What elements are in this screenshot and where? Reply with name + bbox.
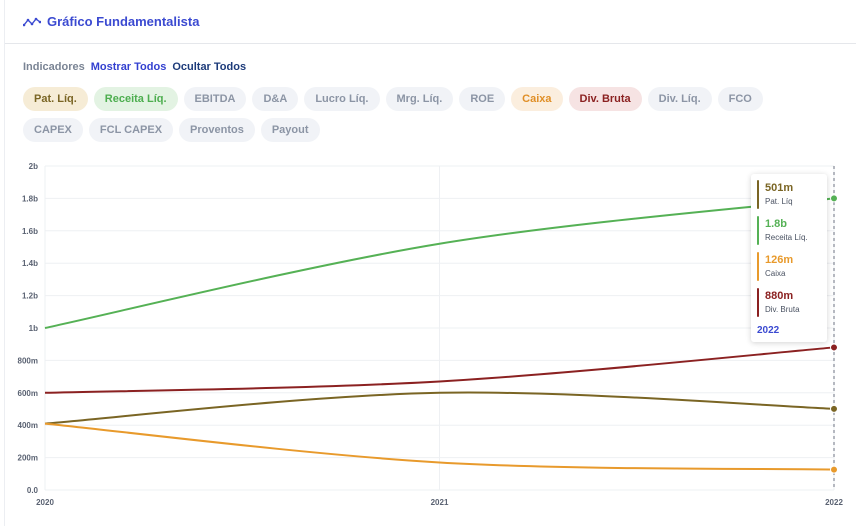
tooltip-item-caixa: 126m Caixa [757,252,823,281]
tooltip-value: 880m [765,290,794,302]
tooltip-color-bar [757,180,759,209]
chip-da[interactable]: D&A [252,87,299,111]
indicators-label: Indicadores [23,61,85,73]
chip-pat[interactable]: Pat. Líq. [23,87,88,111]
tooltip-value: 1.8b [765,218,788,230]
tooltip-item-pat: 501m Pat. Líq [757,180,823,209]
tooltip-value: 126m [765,254,794,266]
chip-ebitda[interactable]: EBITDA [183,87,247,111]
line-chart: 0.0 200m 400m 600m 800m 1b 1.2b 1.4b 1.6b 1.8b 2b 2… [18,162,844,507]
chip-payout[interactable]: Payout [260,118,320,142]
data-point-receita-liq [830,194,838,203]
y-tick-label: 2b [29,162,38,171]
tooltip-series-name: Div. Bruta [765,305,800,314]
indicator-chips: Pat. Líq. Receita Líq. EBITDA D&A Lucro Líq.… [23,87,823,142]
series-line-receita-liq [44,197,835,329]
tooltip-item-receita: 1.8b Receita Líq. [757,216,823,245]
tooltip-series-name: Caixa [765,269,786,278]
tooltip-value: 501m [765,182,794,194]
y-tick-label: 1.6b [22,227,38,236]
chip-div-bruta[interactable]: Div. Bruta [568,87,642,111]
chart-tooltip: 2022 501m Pat. Líq 1.8b Receita Líq. 126m Cai… [751,174,827,342]
data-point-div-bruta [830,343,838,352]
chip-roe[interactable]: ROE [459,87,506,111]
data-point-caixa [830,465,838,474]
hide-all-button[interactable]: Ocultar Todos [172,61,247,73]
line-chart-icon [23,17,41,26]
x-tick-label: 2021 [431,498,449,507]
y-tick-label: 400m [18,421,38,430]
y-tick-label: 1.4b [22,259,38,268]
series-line-div-bruta [44,346,835,394]
chip-fcl-capex[interactable]: FCL CAPEX [88,118,174,142]
series-line-caixa [44,422,835,471]
show-all-button[interactable]: Mostrar Todos [90,61,167,73]
y-tick-label: 200m [18,454,38,463]
chip-rec[interactable]: Receita Líq. [93,87,178,111]
chip-div-liq[interactable]: Div. Líq. [647,87,712,111]
chip-mrg[interactable]: Mrg. Líq. [385,87,454,111]
chip-proventos[interactable]: Proventos [179,118,255,142]
chip-lucro[interactable]: Lucro Líq. [304,87,380,111]
chip-fco[interactable]: FCO [717,87,763,111]
x-tick-label: 2022 [825,498,843,507]
y-tick-label: 1b [29,324,38,333]
y-tick-label: 800m [18,356,38,365]
tooltip-series-name: Receita Líq. [765,233,808,242]
data-point-pat-liq [830,404,838,413]
tooltip-series-name: Pat. Líq [765,197,793,206]
series-line-pat-liq [44,391,835,425]
indicators-toolbar: Indicadores Mostrar Todos Ocultar Todos [23,61,246,73]
tooltip-color-bar [757,288,759,317]
y-tick-label: 1.8b [22,194,38,203]
tooltip-color-bar [757,216,759,245]
chip-caixa[interactable]: Caixa [511,87,563,111]
tooltip-color-bar [757,252,759,281]
y-tick-label: 0.0 [27,486,39,495]
card-header: Gráfico Fundamentalista [5,0,856,44]
y-tick-label: 1.2b [22,292,38,301]
tooltip-item-div-bruta: 880m Div. Bruta [757,288,823,317]
y-tick-label: 600m [18,389,38,398]
card-title: Gráfico Fundamentalista [47,14,200,29]
tooltip-year: 2022 [757,325,780,336]
chip-capex[interactable]: CAPEX [23,118,83,142]
x-tick-label: 2020 [36,498,54,507]
